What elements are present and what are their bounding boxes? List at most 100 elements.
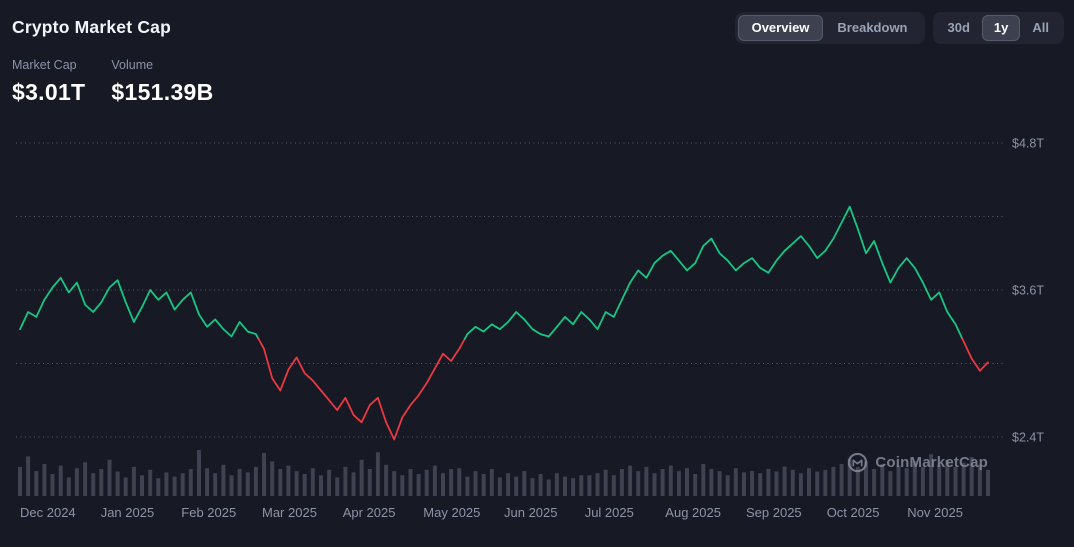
volume-bar <box>774 471 779 496</box>
volume-value: $151.39B <box>111 79 214 105</box>
volume-bar <box>977 464 982 496</box>
volume-bar <box>343 466 348 496</box>
x-axis-month-label: Oct 2025 <box>827 505 880 520</box>
volume-bar <box>530 478 535 496</box>
volume-bar <box>953 466 958 496</box>
volume-bar <box>18 466 22 496</box>
chart-header: Crypto Market Cap Overview Breakdown 30d… <box>12 12 1064 44</box>
volume-bar <box>929 454 934 496</box>
x-axis-month-label: May 2025 <box>423 505 480 520</box>
volume-bar <box>465 476 470 496</box>
volume-bar <box>449 469 454 496</box>
volume-bar <box>986 469 990 496</box>
volume-bar <box>205 468 210 496</box>
volume-bar <box>481 474 486 496</box>
volume-bar <box>839 464 844 496</box>
volume-bar <box>237 469 242 496</box>
volume-bar <box>131 466 136 496</box>
volume-bar <box>750 471 755 496</box>
volume-bar <box>563 476 567 496</box>
volume-bar <box>416 474 421 496</box>
volume-bar <box>969 457 974 496</box>
volume-bar <box>457 468 462 496</box>
range-1y-button[interactable]: 1y <box>981 15 1021 41</box>
volume-bar <box>473 471 478 496</box>
volume-bar <box>148 469 153 496</box>
stat-volume: Volume $151.39B <box>111 58 213 106</box>
volume-bar <box>156 478 161 496</box>
volume-bar <box>701 464 706 496</box>
volume-bar <box>709 469 714 496</box>
volume-bar <box>579 475 584 496</box>
x-axis-month-label: Sep 2025 <box>746 505 802 520</box>
volume-bar <box>798 473 803 496</box>
x-axis-month-label: Jun 2025 <box>504 505 558 520</box>
volume-bar <box>514 476 519 496</box>
tab-breakdown[interactable]: Breakdown <box>823 15 921 41</box>
volume-bar <box>66 477 71 496</box>
volume-bar <box>742 472 746 496</box>
volume-bar <box>107 459 112 496</box>
tab-overview[interactable]: Overview <box>737 15 824 41</box>
y-axis-label: $3.6T <box>1012 284 1044 298</box>
range-30d-button[interactable]: 30d <box>936 15 982 41</box>
volume-bar <box>262 453 266 496</box>
volume-bar <box>375 452 380 496</box>
volume-label: Volume <box>111 58 154 72</box>
volume-bar <box>432 465 437 496</box>
page-title: Crypto Market Cap <box>12 17 171 38</box>
volume-bar <box>831 466 836 496</box>
volume-bar <box>733 468 738 496</box>
volume-bar <box>58 465 63 496</box>
volume-bar <box>628 465 633 496</box>
volume-bar <box>912 461 917 496</box>
volume-bar <box>546 479 551 496</box>
volume-bar <box>587 475 592 496</box>
x-axis-month-label: Apr 2025 <box>343 505 396 520</box>
volume-bar <box>847 458 852 496</box>
volume-bar <box>245 472 250 496</box>
volume-bar <box>302 474 307 496</box>
range-all-button[interactable]: All <box>1020 15 1061 41</box>
volume-bar <box>400 475 405 496</box>
volume-bar <box>904 468 909 496</box>
volume-bar <box>717 471 722 496</box>
volume-bar <box>351 472 356 496</box>
volume-bar <box>489 469 494 496</box>
volume-bar <box>310 468 315 496</box>
x-axis-month-label: Jul 2025 <box>585 505 634 520</box>
volume-bar <box>668 465 673 496</box>
volume-bar <box>359 459 364 496</box>
volume-bar <box>221 464 226 496</box>
y-axis-label: $4.8T <box>1012 137 1044 151</box>
volume-bar <box>790 469 795 496</box>
volume-bar <box>611 475 616 496</box>
volume-bar <box>538 474 543 496</box>
volume-bar <box>140 475 144 496</box>
volume-bar <box>652 473 657 496</box>
volume-bar <box>123 477 128 496</box>
volume-bar <box>636 471 641 496</box>
volume-bar <box>91 473 96 496</box>
volume-bar <box>392 471 397 496</box>
volume-bar <box>855 466 860 496</box>
volume-bar <box>50 474 55 496</box>
volume-bar <box>286 465 291 496</box>
volume-bar <box>441 473 445 496</box>
volume-bar <box>937 464 942 496</box>
volume-bar <box>807 468 811 496</box>
volume-bar <box>619 469 624 496</box>
stats-row: Market Cap $3.01T Volume $151.39B <box>12 58 214 106</box>
x-axis-month-label: Aug 2025 <box>665 505 721 520</box>
volume-bar <box>758 473 763 496</box>
volume-bar <box>26 456 31 496</box>
volume-bar <box>172 476 177 496</box>
volume-bar <box>888 471 893 496</box>
volume-bar <box>327 469 332 496</box>
volume-bar <box>603 469 608 496</box>
volume-bar <box>644 466 649 496</box>
volume-bar <box>961 462 966 496</box>
volume-bar <box>725 475 730 496</box>
volume-bar <box>367 469 372 496</box>
